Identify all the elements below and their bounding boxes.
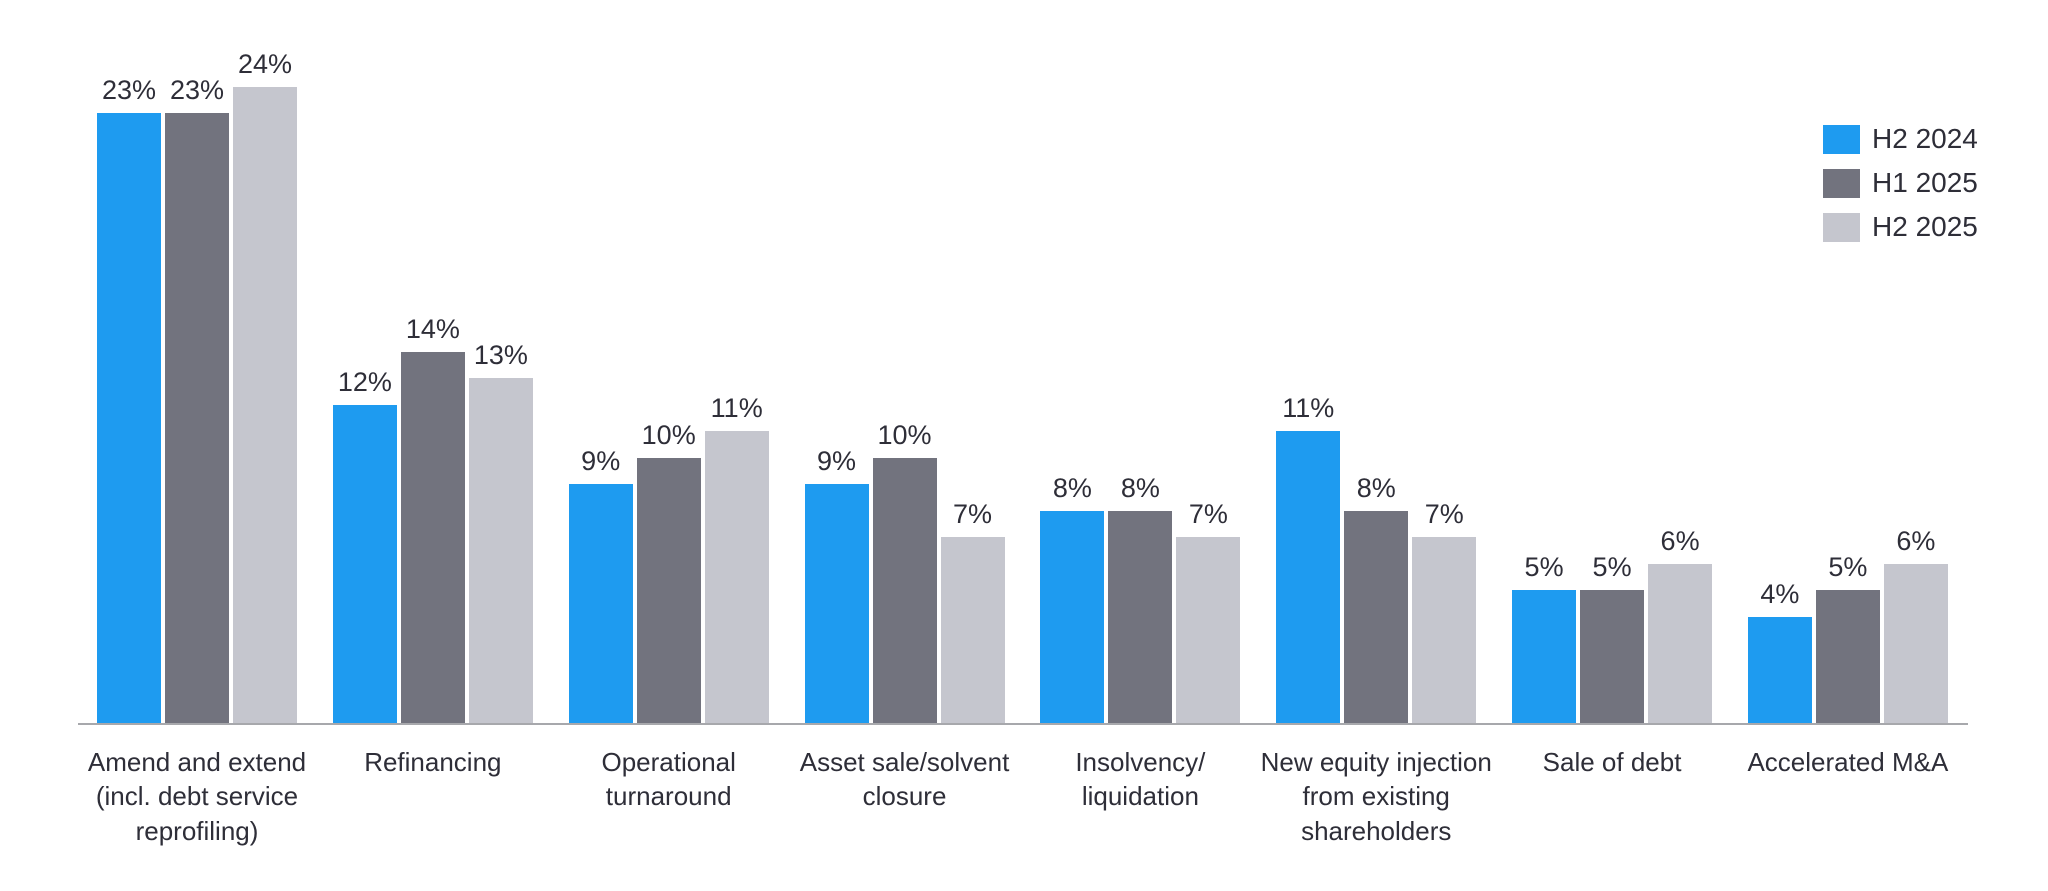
legend-swatch-icon	[1823, 212, 1860, 242]
legend-label: H1 2025	[1872, 167, 1978, 198]
plot-area: 23% 23% 24% Amend and extend (incl. debt se…	[78, 49, 1968, 846]
bar-value-label: 5%	[1828, 552, 1868, 582]
bar-h1-2025: 10%	[872, 420, 937, 723]
bar-h2-2025: 7%	[940, 499, 1005, 723]
bar-value-label: 9%	[817, 446, 857, 476]
bar-value-label: 8%	[1052, 473, 1092, 503]
bar-h2-2025: 11%	[704, 393, 769, 723]
legend-label: H2 2024	[1872, 123, 1978, 154]
bar-value-label: 14%	[405, 314, 460, 344]
category-label: Refinancing	[364, 747, 502, 777]
bar-h2-2024: 9%	[568, 446, 633, 723]
bar-h2-2025: 13%	[468, 340, 533, 723]
bar-h1-2025: 5%	[1580, 552, 1645, 723]
bar-group-new-equity-injection-from-existing-share: 11% 8% 7% New equity injection from existin…	[1261, 87, 1492, 846]
bar-value-label: 8%	[1120, 473, 1160, 503]
category-label: Operational turnaround	[601, 747, 736, 812]
legend: H2 2024 H1 2025 H2 2025	[1823, 123, 1978, 243]
bar-value-label: 13%	[473, 340, 528, 370]
bar-h1-2025: 23%	[165, 75, 229, 723]
bar-groups-container: 23% 23% 24% Amend and extend (incl. debt se…	[78, 49, 1968, 846]
legend-item-h2-2025: H2 2025	[1823, 211, 1978, 243]
bar-h1-2025: 14%	[400, 314, 465, 723]
bar-h2-2024: 23%	[97, 75, 161, 723]
bar-h2-2025: 7%	[1412, 499, 1477, 723]
bar-value-label: 11%	[1282, 393, 1335, 423]
bar-value-label: 8%	[1356, 473, 1396, 503]
bar-h1-2025: 8%	[1108, 473, 1173, 723]
x-axis-line	[78, 723, 1968, 725]
legend-item-h2-2024: H2 2024	[1823, 123, 1978, 155]
bar-h1-2025: 5%	[1815, 552, 1880, 723]
bar-h2-2024: 12%	[332, 367, 397, 723]
bar-value-label: 23%	[169, 75, 225, 105]
bar-h2-2024: 11%	[1276, 393, 1341, 723]
bar-value-label: 9%	[581, 446, 621, 476]
legend-swatch-icon	[1823, 168, 1860, 198]
bar-value-label: 23%	[101, 75, 157, 105]
bar-group-asset-sale-solvent-closure: 9% 10% 7% Asset sale/solvent closure	[800, 87, 1010, 811]
bar-group-accelerated-m-a: 4% 5% 6% Accelerated M&A	[1747, 87, 1948, 777]
category-label: Insolvency/ liquidation	[1075, 747, 1206, 812]
bar-value-label: 11%	[710, 393, 763, 423]
bar-value-label: 5%	[1524, 552, 1564, 582]
bar-h2-2025: 6%	[1648, 526, 1713, 723]
bar-value-label: 12%	[337, 367, 392, 397]
category-label: Asset sale/solvent closure	[799, 747, 1010, 812]
bar-h2-2024: 5%	[1512, 552, 1577, 723]
bar-h2-2024: 8%	[1040, 473, 1105, 723]
bar-h2-2024: 4%	[1747, 579, 1812, 723]
bar-group-operational-turnaround: 9% 10% 11% Operational turnaround	[568, 87, 769, 811]
bar-value-label: 4%	[1760, 579, 1800, 609]
bar-value-label: 6%	[1896, 526, 1936, 556]
legend-item-h1-2025: H1 2025	[1823, 167, 1978, 199]
bar-group-sale-of-debt: 5% 5% 6% Sale of debt	[1512, 87, 1713, 777]
bar-group-amend-and-extend-incl-debt-service-repro: 23% 23% 24% Amend and extend (incl. debt se…	[88, 49, 306, 846]
bar-value-label: 7%	[953, 499, 993, 529]
bar-h2-2025: 24%	[233, 49, 297, 723]
legend-label: H2 2025	[1872, 211, 1978, 242]
bar-value-label: 6%	[1660, 526, 1700, 556]
category-label: Sale of debt	[1542, 747, 1682, 777]
bar-value-label: 10%	[877, 420, 932, 450]
bar-h1-2025: 8%	[1344, 473, 1409, 723]
bar-value-label: 7%	[1424, 499, 1464, 529]
bar-h2-2025: 7%	[1176, 499, 1241, 723]
bar-h1-2025: 10%	[636, 420, 701, 723]
bar-value-label: 10%	[641, 420, 696, 450]
legend-swatch-icon	[1823, 124, 1860, 154]
bar-h2-2025: 6%	[1883, 526, 1948, 723]
bar-group-refinancing: 12% 14% 13% Refinancing	[332, 87, 533, 777]
category-label: New equity injection from existing share…	[1260, 747, 1492, 846]
bar-h2-2024: 9%	[804, 446, 869, 723]
bar-value-label: 5%	[1592, 552, 1632, 582]
category-label: Accelerated M&A	[1747, 747, 1949, 777]
category-label: Amend and extend (incl. debt service rep…	[87, 747, 307, 846]
bar-value-label: 24%	[237, 49, 293, 79]
bar-value-label: 7%	[1188, 499, 1228, 529]
bar-group-insolvency-liquidation: 8% 8% 7% Insolvency/ liquidation	[1040, 87, 1241, 811]
